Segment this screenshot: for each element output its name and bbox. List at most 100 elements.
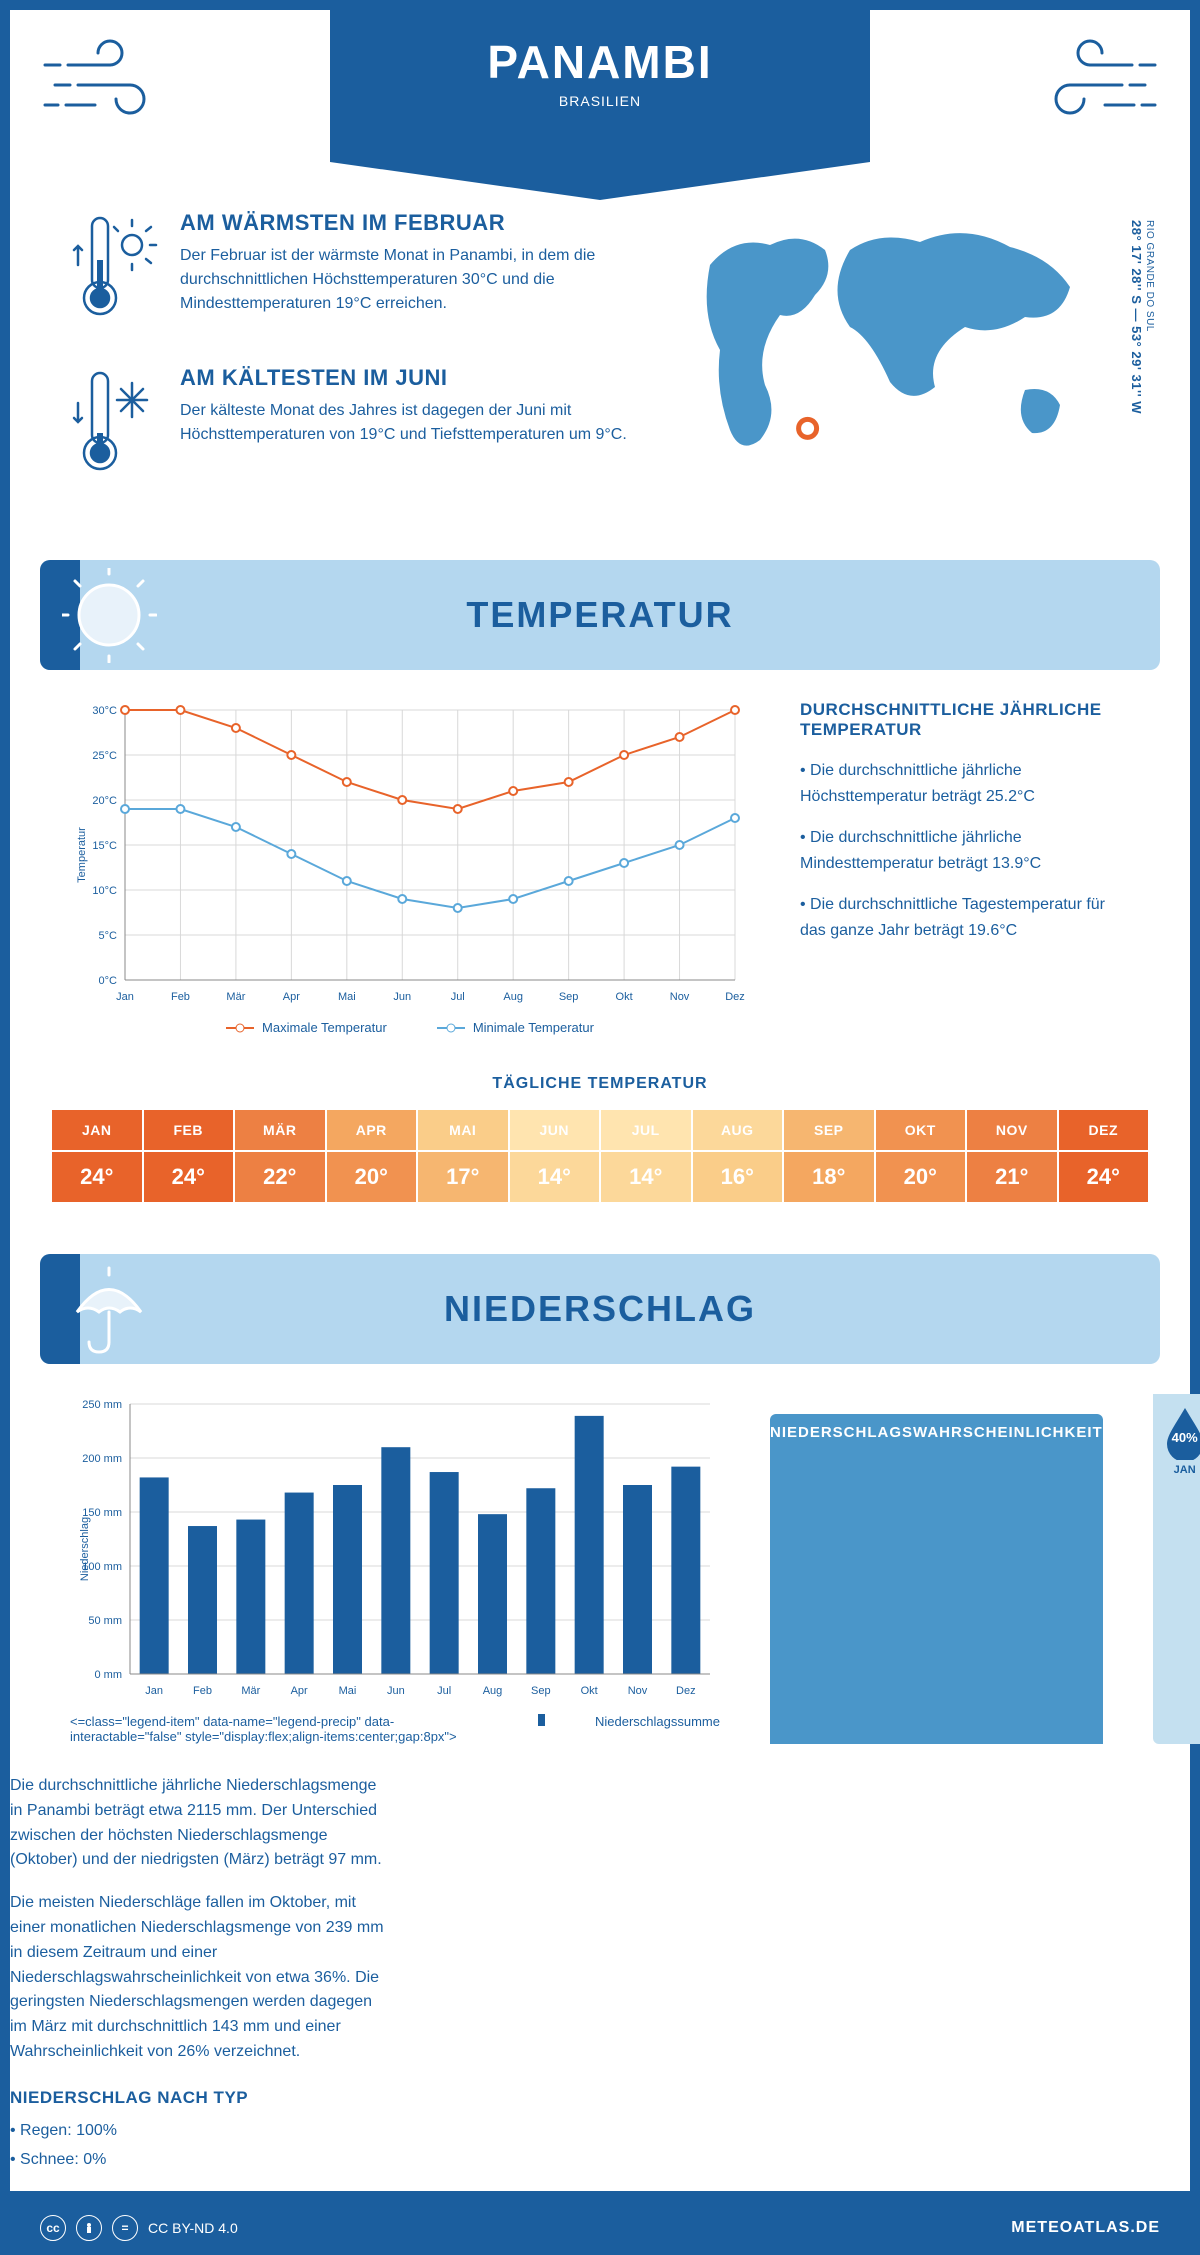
svg-text:Jun: Jun: [387, 1685, 405, 1697]
svg-text:Aug: Aug: [483, 1685, 503, 1697]
daily-value-cell: 17°: [417, 1151, 509, 1203]
coldest-title: AM KÄLTESTEN IM JUNI: [180, 365, 630, 391]
svg-text:Mär: Mär: [241, 1685, 260, 1697]
precip-type2: • Schnee: 0%: [10, 2148, 390, 2173]
temp-info-title: DURCHSCHNITTLICHE JÄHRLICHE TEMPERATUR: [800, 700, 1130, 740]
svg-text:Dez: Dez: [676, 1685, 696, 1697]
daily-title: TÄGLICHE TEMPERATUR: [10, 1075, 1190, 1093]
license-text: CC BY-ND 4.0: [148, 2220, 238, 2236]
svg-text:Jul: Jul: [437, 1685, 451, 1697]
daily-month-cell: FEB: [143, 1109, 235, 1151]
svg-text:Mai: Mai: [339, 1685, 357, 1697]
svg-text:200 mm: 200 mm: [82, 1453, 122, 1465]
thermometer-sun-icon: [70, 210, 160, 335]
city-title: PANAMBI: [330, 35, 870, 89]
daily-value-cell: 20°: [326, 1151, 418, 1203]
daily-month-cell: SEP: [783, 1109, 875, 1151]
temp-info-p2: • Die durchschnittliche jährliche Mindes…: [800, 825, 1130, 876]
daily-month-cell: MÄR: [234, 1109, 326, 1151]
svg-text:25°C: 25°C: [92, 750, 117, 762]
country-subtitle: BRASILIEN: [330, 93, 870, 109]
daily-value-cell: 24°: [1058, 1151, 1150, 1203]
svg-text:Sep: Sep: [531, 1685, 551, 1697]
cc-icon: cc: [40, 2215, 66, 2241]
intro-section: AM WÄRMSTEN IM FEBRUAR Der Februar ist d…: [10, 200, 1190, 560]
daily-value-cell: 14°: [600, 1151, 692, 1203]
brand-text: METEOATLAS.DE: [1011, 2219, 1160, 2237]
daily-month-cell: JAN: [51, 1109, 143, 1151]
title-banner: PANAMBI BRASILIEN: [330, 10, 870, 200]
precip-section-title: NIEDERSCHLAG: [444, 1288, 756, 1330]
svg-text:Temperatur: Temperatur: [76, 827, 88, 883]
svg-text:Okt: Okt: [581, 1685, 598, 1697]
thermometer-snow-icon: [70, 365, 160, 490]
svg-text:Jan: Jan: [116, 991, 134, 1003]
daily-month-cell: AUG: [692, 1109, 784, 1151]
daily-month-cell: APR: [326, 1109, 418, 1151]
warmest-title: AM WÄRMSTEN IM FEBRUAR: [180, 210, 630, 236]
svg-text:Nov: Nov: [628, 1685, 648, 1697]
precip-p2: Die meisten Niederschläge fallen im Okto…: [10, 1891, 390, 2065]
daily-value-cell: 18°: [783, 1151, 875, 1203]
temp-section-header: TEMPERATUR: [40, 560, 1160, 670]
page-frame: PANAMBI BRASILIEN: [0, 0, 1200, 2201]
daily-month-cell: NOV: [966, 1109, 1058, 1151]
svg-text:0°C: 0°C: [99, 975, 118, 987]
svg-text:30°C: 30°C: [92, 705, 117, 717]
precip-section-header: NIEDERSCHLAG: [40, 1254, 1160, 1364]
coordinates: RIO GRANDE DO SUL 28° 17' 28'' S — 53° 2…: [1129, 220, 1155, 414]
precip-info: Die durchschnittliche jährliche Niedersc…: [10, 1774, 390, 2173]
legend-min: .legend-item:nth-child(2) .legend-line::…: [437, 1020, 594, 1035]
svg-text:Jul: Jul: [451, 991, 465, 1003]
precip-chart: 0 mm50 mm100 mm150 mm200 mm250 mmJanFebM…: [70, 1394, 720, 1744]
wind-icon: [40, 35, 170, 125]
legend-max: .legend-item:nth-child(1) .legend-line::…: [226, 1020, 387, 1035]
daily-value-cell: 16°: [692, 1151, 784, 1203]
svg-text:20°C: 20°C: [92, 795, 117, 807]
svg-text:10°C: 10°C: [92, 885, 117, 897]
svg-text:Mai: Mai: [338, 991, 356, 1003]
svg-text:Okt: Okt: [616, 991, 633, 1003]
precip-type-title: NIEDERSCHLAG NACH TYP: [10, 2085, 390, 2111]
svg-text:Aug: Aug: [503, 991, 523, 1003]
svg-text:Jan: Jan: [145, 1685, 163, 1697]
svg-text:5°C: 5°C: [99, 930, 118, 942]
header: PANAMBI BRASILIEN: [10, 10, 1190, 200]
temp-info: DURCHSCHNITTLICHE JÄHRLICHE TEMPERATUR •…: [800, 700, 1130, 1035]
svg-text:Apr: Apr: [283, 991, 300, 1003]
daily-value-cell: 14°: [509, 1151, 601, 1203]
svg-text:Niederschlag: Niederschlag: [79, 1517, 91, 1581]
svg-text:Dez: Dez: [725, 991, 745, 1003]
daily-month-cell: OKT: [875, 1109, 967, 1151]
svg-text:Apr: Apr: [291, 1685, 308, 1697]
daily-month-cell: DEZ: [1058, 1109, 1150, 1151]
temp-info-p1: • Die durchschnittliche jährliche Höchst…: [800, 758, 1130, 809]
svg-text:0 mm: 0 mm: [95, 1669, 123, 1681]
sun-icon: [62, 568, 157, 663]
svg-text:Mär: Mär: [226, 991, 245, 1003]
warmest-text: Der Februar ist der wärmste Monat in Pan…: [180, 244, 630, 316]
daily-temp-table: JANFEBMÄRAPRMAIJUNJULAUGSEPOKTNOVDEZ24°2…: [50, 1108, 1150, 1204]
daily-value-cell: 20°: [875, 1151, 967, 1203]
precip-type1: • Regen: 100%: [10, 2119, 390, 2144]
world-map: RIO GRANDE DO SUL 28° 17' 28'' S — 53° 2…: [670, 210, 1130, 520]
svg-text:Jun: Jun: [393, 991, 411, 1003]
temp-section-title: TEMPERATUR: [466, 594, 733, 636]
prob-table: 40%JAN38%FEB26%MÄR27%APR31%MAI31%JUN30%J…: [1153, 1394, 1200, 1744]
prob-drop: 40%JAN: [1163, 1406, 1200, 1734]
daily-value-cell: 24°: [143, 1151, 235, 1203]
precip-p1: Die durchschnittliche jährliche Niedersc…: [10, 1774, 390, 1873]
svg-text:250 mm: 250 mm: [82, 1399, 122, 1411]
umbrella-icon: [62, 1262, 157, 1357]
svg-text:50 mm: 50 mm: [88, 1615, 122, 1627]
nd-icon: =: [112, 2215, 138, 2241]
warmest-block: AM WÄRMSTEN IM FEBRUAR Der Februar ist d…: [70, 210, 630, 335]
daily-value-cell: 22°: [234, 1151, 326, 1203]
coords-text: 28° 17' 28'' S — 53° 29' 31'' W: [1129, 220, 1144, 414]
wind-icon: [1030, 35, 1160, 125]
svg-text:Nov: Nov: [670, 991, 690, 1003]
temp-chart: 0°C5°C10°C15°C20°C25°C30°CJanFebMärAprMa…: [70, 700, 750, 1035]
svg-text:15°C: 15°C: [92, 840, 117, 852]
footer: cc = CC BY-ND 4.0 METEOATLAS.DE: [0, 2201, 1200, 2255]
daily-value-cell: 24°: [51, 1151, 143, 1203]
